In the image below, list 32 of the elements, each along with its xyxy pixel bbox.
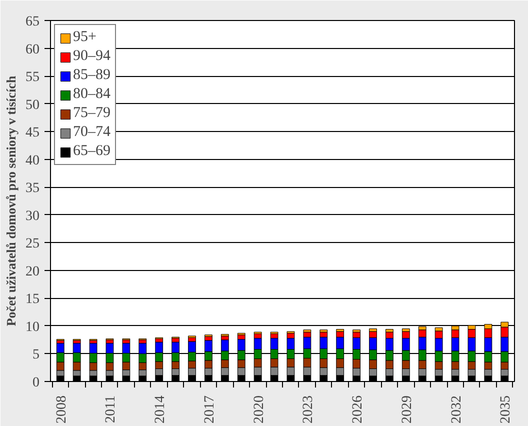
x-tick-label: 2032 [449, 396, 464, 424]
legend-label: 80–84 [73, 86, 110, 103]
y-axis-title: Počet uživatelů domovů pro seniory v tisících [4, 75, 18, 326]
x-tick-label: 2020 [252, 396, 267, 424]
legend-label: 95+ [73, 29, 96, 46]
x-tick-label: 2035 [498, 396, 514, 424]
y-tick-label: 0 [32, 376, 40, 390]
y-tick-label: 45 [26, 126, 40, 141]
y-tick-label: 40 [26, 153, 40, 168]
y-tick-label: 20 [26, 264, 40, 280]
y-tick-label: 15 [26, 292, 40, 308]
x-tick-label: 2029 [400, 396, 415, 424]
legend-label: 75–79 [73, 105, 110, 122]
legend-label: 90–94 [73, 48, 110, 65]
y-tick-label: 10 [26, 320, 40, 335]
x-tick-label: 2023 [301, 396, 316, 424]
legend-label: 85–89 [73, 67, 110, 84]
legend-label: 70–74 [73, 124, 110, 141]
legend-label: 65–69 [73, 143, 110, 160]
y-tick-label: 35 [26, 181, 40, 196]
y-tick-label: 65 [26, 14, 40, 30]
x-tick-label: 2008 [54, 396, 70, 424]
x-tick-label: 2014 [153, 396, 168, 424]
x-tick-label: 2011 [104, 395, 119, 423]
y-tick-label: 55 [26, 70, 40, 86]
y-tick-label: 25 [26, 236, 40, 252]
y-tick-label: 30 [26, 208, 40, 224]
x-tick-label: 2017 [202, 396, 218, 424]
y-tick-label: 50 [26, 98, 40, 113]
y-tick-label: 5 [32, 348, 40, 363]
y-tick-label: 60 [26, 42, 40, 58]
x-tick-label: 2026 [350, 396, 366, 424]
